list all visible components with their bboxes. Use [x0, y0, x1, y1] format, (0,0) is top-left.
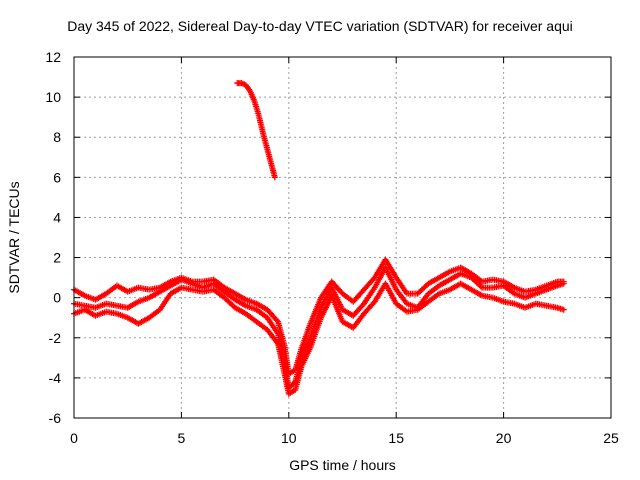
y-tick-label: 10 — [45, 89, 61, 105]
x-axis-label: GPS time / hours — [289, 457, 396, 473]
y-tick-label: -4 — [49, 370, 62, 386]
data-point — [560, 306, 567, 313]
axis-ticks: 0 5 10 15 20 25 -6 -4 -2 0 2 4 6 8 10 12 — [45, 49, 619, 446]
y-tick-label: 0 — [53, 290, 61, 306]
plot-frame — [73, 56, 612, 419]
series-isolated-segment — [234, 80, 278, 181]
y-tick-label: 12 — [45, 49, 61, 65]
data-point — [239, 80, 246, 87]
data-point — [271, 174, 278, 181]
y-tick-label: -2 — [49, 330, 62, 346]
x-tick-label: 20 — [496, 430, 512, 446]
series-lower-band — [71, 280, 567, 397]
y-tick-label: 8 — [53, 129, 61, 145]
y-tick-label: -6 — [49, 410, 62, 426]
y-tick-label: 2 — [53, 250, 61, 266]
y-axis-label: SDTVAR / TECUs — [6, 181, 22, 293]
x-tick-label: 10 — [281, 430, 297, 446]
y-tick-label: 4 — [53, 209, 61, 225]
x-tick-label: 0 — [70, 430, 78, 446]
data-point — [273, 317, 280, 324]
y-tick-label: 6 — [53, 169, 61, 185]
x-tick-label: 15 — [388, 430, 404, 446]
x-tick-label: 5 — [178, 430, 186, 446]
data-points — [71, 80, 567, 397]
chart-title: Day 345 of 2022, Sidereal Day-to-day VTE… — [67, 18, 573, 34]
data-point — [560, 278, 567, 285]
data-point — [477, 283, 484, 290]
x-tick-label: 25 — [603, 430, 619, 446]
grid-lines — [74, 57, 611, 418]
